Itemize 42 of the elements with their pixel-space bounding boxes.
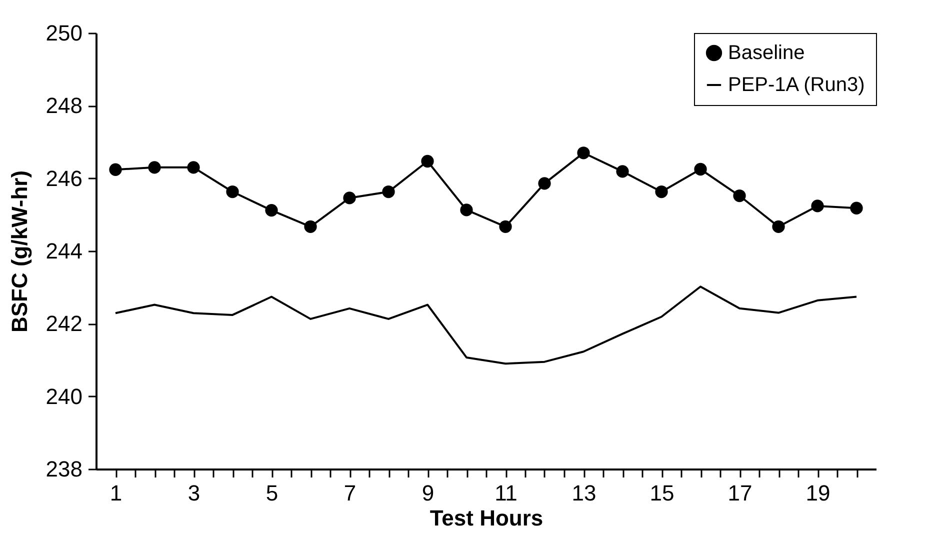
y-tick-label: 238: [46, 456, 82, 482]
x-axis-title: Test Hours: [430, 506, 544, 530]
point: [421, 154, 434, 168]
point: [187, 161, 200, 174]
point: [694, 162, 707, 176]
x-tick-label: 5: [266, 480, 278, 506]
point: [655, 185, 668, 198]
point: [148, 161, 161, 174]
x-tick-label: 7: [344, 480, 356, 506]
y-axis-title: BSFC (g/kW-hr): [6, 170, 32, 333]
point: [304, 220, 317, 233]
legend-label: Baseline: [728, 42, 805, 64]
y-tick-label: 246: [46, 166, 82, 191]
y-tick-label: 244: [46, 238, 82, 264]
x-tick-label: 11: [494, 480, 518, 506]
point: [733, 189, 746, 202]
point: [382, 185, 395, 198]
point: [577, 146, 590, 160]
y-tick-label: 240: [46, 384, 82, 409]
point: [460, 204, 473, 216]
point: [772, 220, 785, 233]
y-tick-label: 250: [46, 20, 82, 46]
y-tick-label: 248: [46, 93, 82, 118]
x-tick-label: 13: [572, 480, 596, 506]
x-tick-label: 15: [650, 480, 674, 506]
legend-label: PEP-1A (Run3): [728, 74, 865, 96]
x-tick-label: 9: [422, 480, 434, 506]
point: [265, 204, 278, 217]
line-series: [114, 286, 858, 365]
x-tick-label: 19: [806, 480, 830, 506]
point: [343, 192, 356, 204]
point: [616, 165, 629, 178]
x-tick-label: 17: [728, 480, 752, 506]
y-tick-label: 242: [46, 311, 82, 336]
point: [109, 163, 122, 176]
point: [226, 185, 239, 198]
x-tick-label: 1: [110, 480, 122, 506]
point: [850, 202, 863, 214]
point: [811, 200, 824, 212]
x-tick-label: 3: [188, 480, 200, 506]
point: [499, 220, 512, 233]
point: [538, 177, 551, 190]
